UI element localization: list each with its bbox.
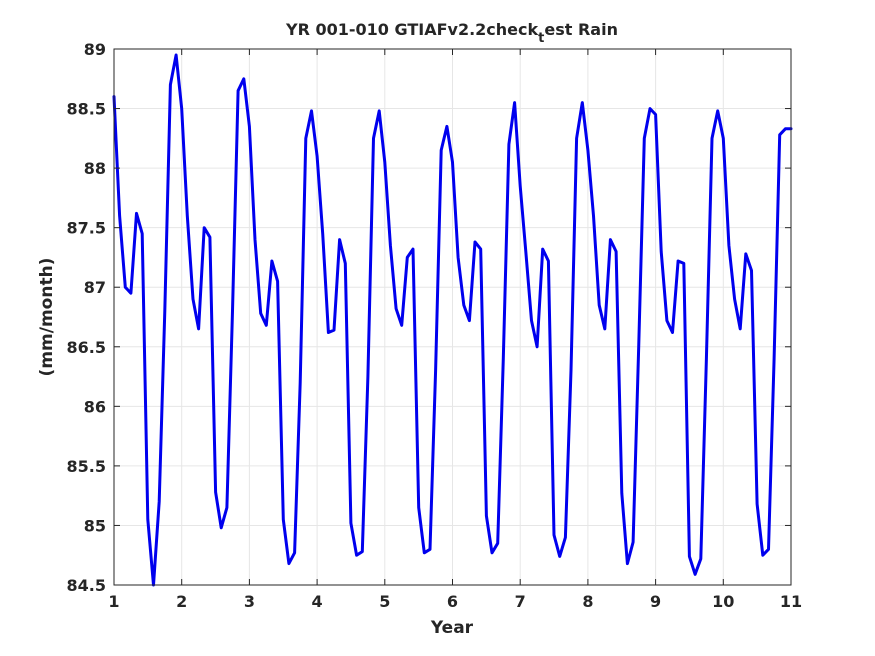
x-tick-label: 10 <box>712 592 734 611</box>
y-tick-label: 84.5 <box>67 576 106 595</box>
series-line-1 <box>112 53 793 587</box>
x-tick-label: 8 <box>582 592 593 611</box>
x-tick-label: 2 <box>176 592 187 611</box>
y-tick-labels: 84.5 85 85.5 86 86.5 87 87.5 88 88.5 89 <box>67 40 106 595</box>
y-tick-label: 88.5 <box>67 100 106 119</box>
x-axis-label: Year <box>430 618 474 638</box>
y-tick-label: 88 <box>84 159 106 178</box>
series-layer <box>112 53 793 587</box>
chart-title-main: YR 001-010 GTIAFv2.2check <box>285 20 539 39</box>
y-tick-label: 85.5 <box>67 457 106 476</box>
chart-title-subscript: t <box>538 31 544 46</box>
y-tick-label: 89 <box>84 40 106 59</box>
x-tick-label: 9 <box>650 592 661 611</box>
x-tick-label: 4 <box>312 592 323 611</box>
tick-marks <box>113 48 792 586</box>
y-tick-label: 87 <box>84 278 106 297</box>
x-tick-label: 1 <box>108 592 119 611</box>
chart-title-suffix: est Rain <box>544 20 618 39</box>
y-axis-label: (mm/month) <box>37 258 57 377</box>
y-tick-label: 85 <box>84 516 106 535</box>
x-tick-label: 6 <box>447 592 458 611</box>
chart-title: YR 001-010 GTIAFv2.2checktest Rain <box>285 20 618 46</box>
y-tick-label: 87.5 <box>67 219 106 238</box>
y-tick-label: 86 <box>84 397 106 416</box>
x-tick-label: 5 <box>379 592 390 611</box>
x-tick-label: 7 <box>515 592 526 611</box>
x-tick-label: 3 <box>244 592 255 611</box>
x-tick-labels: 1 2 3 4 5 6 7 8 9 10 11 <box>108 592 802 611</box>
y-tick-label: 86.5 <box>67 338 106 357</box>
x-tick-label: 11 <box>780 592 802 611</box>
